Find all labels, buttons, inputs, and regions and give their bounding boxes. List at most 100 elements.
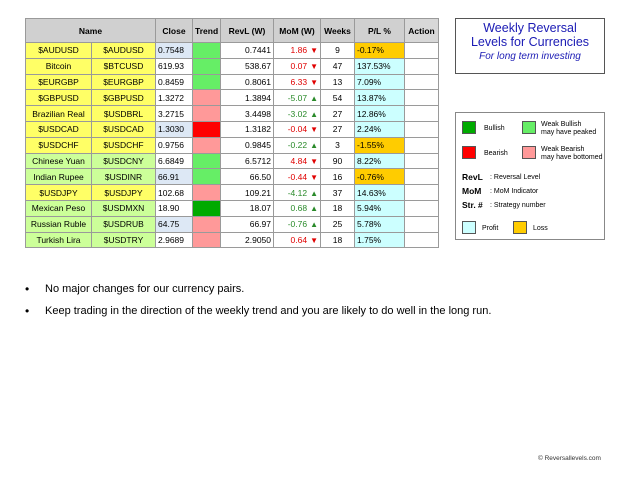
cell-pl: 7.09% bbox=[354, 73, 405, 91]
bullish-swatch bbox=[462, 121, 476, 134]
cell-weeks: 54 bbox=[320, 89, 355, 107]
cell-close: 0.9756 bbox=[155, 136, 193, 154]
cell-mom: 6.33 ▼ bbox=[273, 73, 321, 91]
cell-action bbox=[404, 231, 439, 249]
cell-pl: 5.78% bbox=[354, 215, 405, 233]
header-action: Action bbox=[404, 18, 439, 43]
cell-trend-indicator bbox=[192, 57, 221, 75]
cell-name: $USDCAD bbox=[25, 120, 92, 138]
cell-weeks: 16 bbox=[320, 168, 355, 186]
cell-close: 2.9689 bbox=[155, 231, 193, 249]
cell-action bbox=[404, 105, 439, 122]
legend-weak-bearish-label: Weak Bearish bbox=[541, 146, 585, 153]
cell-trend-indicator bbox=[192, 73, 221, 91]
profit-swatch bbox=[462, 221, 476, 234]
cell-name: $GBPUSD bbox=[25, 89, 92, 107]
table-row: Turkish Lira $USDTRY 2.9689 2.9050 0.64 ▼ 18 1.… bbox=[25, 231, 439, 249]
table-row: $USDCAD $USDCAD 1.3030 1.3182 -0.04 ▼ 27 2.24% bbox=[25, 120, 439, 138]
weak-bearish-swatch bbox=[522, 146, 536, 159]
cell-close: 0.8459 bbox=[155, 73, 193, 91]
cell-action bbox=[404, 152, 439, 170]
cell-name: Chinese Yuan bbox=[25, 152, 92, 170]
triangle-up-icon: ▲ bbox=[310, 109, 318, 119]
cell-symbol: $GBPUSD bbox=[91, 89, 156, 107]
cell-weeks: 27 bbox=[320, 105, 355, 122]
cell-pl: -0.17% bbox=[354, 42, 405, 59]
cell-revl: 2.9050 bbox=[220, 231, 274, 249]
mom-value: 0.64 bbox=[290, 234, 308, 245]
header-mom: MoM (W) bbox=[273, 18, 321, 43]
cell-symbol: $AUDUSD bbox=[91, 42, 156, 59]
cell-pl: 8.22% bbox=[354, 152, 405, 170]
cell-mom: 0.64 ▼ bbox=[273, 231, 321, 249]
cell-close: 6.6849 bbox=[155, 152, 193, 170]
cell-weeks: 3 bbox=[320, 136, 355, 154]
cell-name: Turkish Lira bbox=[25, 231, 92, 249]
cell-weeks: 47 bbox=[320, 57, 355, 75]
cell-weeks: 27 bbox=[320, 120, 355, 138]
cell-weeks: 90 bbox=[320, 152, 355, 170]
triangle-up-icon: ▲ bbox=[310, 141, 318, 151]
table-row: $USDJPY $USDJPY 102.68 109.21 -4.12 ▲ 37 14.63% bbox=[25, 184, 439, 201]
table-row: $USDCHF $USDCHF 0.9756 0.9845 -0.22 ▲ 3 -1.55% bbox=[25, 136, 439, 154]
cell-revl: 0.8061 bbox=[220, 73, 274, 91]
cell-name: Brazilian Real bbox=[25, 105, 92, 122]
table-row: Indian Rupee $USDINR 66.91 66.50 -0.44 ▼ 16 -0.… bbox=[25, 168, 439, 186]
mom-value: -0.44 bbox=[287, 171, 308, 182]
cell-mom: -0.22 ▲ bbox=[273, 136, 321, 154]
cell-action bbox=[404, 57, 439, 75]
cell-mom: -0.04 ▼ bbox=[273, 120, 321, 138]
cell-pl: 13.87% bbox=[354, 89, 405, 107]
legend-revl-desc: : Reversal Level bbox=[490, 174, 541, 181]
legend-strategy-abbr: Str. # bbox=[462, 200, 483, 210]
cell-symbol: $BTCUSD bbox=[91, 57, 156, 75]
triangle-down-icon: ▼ bbox=[310, 172, 318, 182]
header-name: Name bbox=[25, 18, 156, 43]
cell-trend-indicator bbox=[192, 89, 221, 107]
cell-revl: 66.97 bbox=[220, 215, 274, 233]
mom-value: -0.22 bbox=[287, 140, 308, 151]
cell-name: Indian Rupee bbox=[25, 168, 92, 186]
cell-trend-indicator bbox=[192, 120, 221, 138]
table-header-row: Name Close Trend RevL (W) MoM (W) Weeks … bbox=[25, 18, 439, 43]
mom-value: -5.07 bbox=[287, 92, 308, 103]
cell-name: Bitcoin bbox=[25, 57, 92, 75]
header-trend: Trend bbox=[192, 18, 221, 43]
cell-mom: 0.68 ▲ bbox=[273, 199, 321, 217]
legend-loss-label: Loss bbox=[533, 225, 548, 232]
bearish-swatch bbox=[462, 146, 476, 159]
cell-pl: 12.86% bbox=[354, 105, 405, 122]
cell-pl: 1.75% bbox=[354, 231, 405, 249]
mom-value: -4.12 bbox=[287, 187, 308, 198]
mom-value: -0.76 bbox=[287, 219, 308, 230]
header-pl: P/L % bbox=[354, 18, 405, 43]
cell-symbol: $USDCAD bbox=[91, 120, 156, 138]
cell-action bbox=[404, 184, 439, 201]
cell-close: 18.90 bbox=[155, 199, 193, 217]
legend-weak-bearish-note: may have bottomed bbox=[541, 154, 603, 161]
cell-close: 1.3272 bbox=[155, 89, 193, 107]
table-body: $AUDUSD $AUDUSD 0.7548 0.7441 1.86 ▼ 9 -0.17% Bi… bbox=[25, 42, 439, 249]
cell-mom: 0.07 ▼ bbox=[273, 57, 321, 75]
cell-trend-indicator bbox=[192, 152, 221, 170]
cell-close: 64.75 bbox=[155, 215, 193, 233]
cell-action bbox=[404, 168, 439, 186]
legend-mom-desc: : MoM Indicator bbox=[490, 188, 539, 195]
cell-weeks: 18 bbox=[320, 199, 355, 217]
table-row: $AUDUSD $AUDUSD 0.7548 0.7441 1.86 ▼ 9 -0.17% bbox=[25, 42, 439, 59]
table-row: Brazilian Real $USDBRL 3.2715 3.4498 -3.02 ▲ 2… bbox=[25, 105, 439, 122]
mom-value: 1.86 bbox=[290, 45, 308, 56]
table-row: $EURGBP $EURGBP 0.8459 0.8061 6.33 ▼ 13 7.09% bbox=[25, 73, 439, 91]
header-revl: RevL (W) bbox=[220, 18, 274, 43]
page-subtitle: For long term investing bbox=[479, 51, 581, 62]
cell-symbol: $USDTRY bbox=[91, 231, 156, 249]
cell-symbol: $USDBRL bbox=[91, 105, 156, 122]
cell-symbol: $USDCNY bbox=[91, 152, 156, 170]
triangle-down-icon: ▼ bbox=[310, 46, 318, 56]
cell-mom: -0.76 ▲ bbox=[273, 215, 321, 233]
bullet-dot-icon: • bbox=[25, 304, 30, 318]
legend-profit-label: Profit bbox=[482, 225, 499, 232]
cell-symbol: $USDCHF bbox=[91, 136, 156, 154]
legend-weak-bullish-note: may have peaked bbox=[541, 129, 597, 136]
header-weeks: Weeks bbox=[320, 18, 355, 43]
